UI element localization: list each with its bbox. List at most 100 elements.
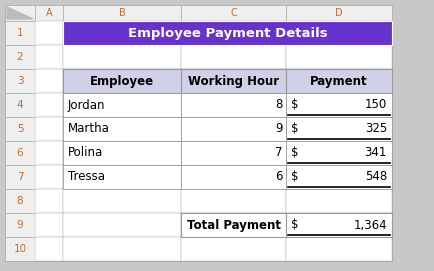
Text: 9: 9 bbox=[276, 122, 283, 136]
Bar bbox=[35, 93, 63, 117]
Text: Martha: Martha bbox=[68, 122, 110, 136]
Text: C: C bbox=[230, 8, 237, 18]
Bar bbox=[35, 69, 63, 93]
Bar bbox=[181, 5, 286, 21]
Bar bbox=[5, 141, 35, 165]
Text: $: $ bbox=[291, 170, 299, 183]
Text: 9: 9 bbox=[16, 220, 23, 230]
Bar bbox=[181, 141, 286, 165]
Bar bbox=[286, 5, 392, 21]
Bar bbox=[286, 141, 392, 165]
Bar bbox=[181, 189, 286, 213]
Bar bbox=[286, 45, 392, 69]
Bar bbox=[63, 141, 181, 165]
Bar bbox=[286, 189, 392, 213]
Text: Payment: Payment bbox=[310, 75, 368, 88]
Text: Jordan: Jordan bbox=[68, 98, 105, 111]
Bar bbox=[5, 213, 35, 237]
Bar bbox=[35, 141, 63, 165]
Bar bbox=[181, 165, 286, 189]
Bar bbox=[5, 69, 35, 93]
Text: Employee: Employee bbox=[90, 75, 154, 88]
Bar bbox=[181, 117, 286, 141]
Bar bbox=[63, 93, 181, 117]
Bar bbox=[286, 117, 392, 141]
Bar bbox=[181, 213, 286, 237]
Bar bbox=[286, 69, 392, 93]
Bar bbox=[63, 117, 181, 141]
Bar bbox=[286, 69, 392, 93]
Bar bbox=[63, 165, 181, 189]
Bar bbox=[63, 21, 181, 45]
Bar bbox=[63, 189, 181, 213]
Text: 10: 10 bbox=[13, 244, 26, 254]
Bar bbox=[63, 213, 181, 237]
Text: 325: 325 bbox=[365, 122, 387, 136]
Text: D: D bbox=[335, 8, 343, 18]
Bar bbox=[181, 93, 286, 117]
Bar bbox=[181, 237, 286, 261]
Text: 8: 8 bbox=[16, 196, 23, 206]
Bar bbox=[63, 141, 181, 165]
Bar bbox=[181, 141, 286, 165]
Bar bbox=[63, 117, 181, 141]
Text: 1,364: 1,364 bbox=[353, 218, 387, 231]
Text: $: $ bbox=[291, 147, 299, 160]
Bar bbox=[63, 237, 181, 261]
Bar bbox=[5, 5, 35, 21]
Bar bbox=[35, 5, 63, 21]
Bar bbox=[63, 93, 181, 117]
Text: 3: 3 bbox=[16, 76, 23, 86]
Text: A: A bbox=[46, 8, 53, 18]
Bar bbox=[181, 69, 286, 93]
Bar bbox=[35, 213, 63, 237]
Text: 1: 1 bbox=[16, 28, 23, 38]
Text: 4: 4 bbox=[16, 100, 23, 110]
Bar bbox=[286, 213, 392, 237]
Bar bbox=[286, 93, 392, 117]
Bar bbox=[63, 5, 181, 21]
Bar bbox=[286, 165, 392, 189]
Bar bbox=[5, 21, 35, 45]
Bar bbox=[63, 21, 392, 45]
Bar bbox=[181, 117, 286, 141]
Bar bbox=[181, 165, 286, 189]
Text: $: $ bbox=[291, 218, 299, 231]
Bar bbox=[286, 93, 392, 117]
Bar bbox=[286, 165, 392, 189]
Bar bbox=[181, 21, 286, 45]
Bar bbox=[63, 69, 181, 93]
Bar bbox=[35, 189, 63, 213]
Bar bbox=[286, 117, 392, 141]
Text: 5: 5 bbox=[16, 124, 23, 134]
Text: 6: 6 bbox=[276, 170, 283, 183]
Text: 548: 548 bbox=[365, 170, 387, 183]
Bar bbox=[181, 93, 286, 117]
Bar bbox=[35, 45, 63, 69]
Bar bbox=[286, 21, 392, 45]
Text: Employee Payment Details: Employee Payment Details bbox=[128, 27, 327, 40]
Text: $: $ bbox=[291, 98, 299, 111]
Text: 7: 7 bbox=[276, 147, 283, 160]
Text: 8: 8 bbox=[276, 98, 283, 111]
Bar bbox=[5, 237, 35, 261]
Bar bbox=[63, 69, 181, 93]
Bar bbox=[5, 5, 392, 261]
Bar bbox=[5, 45, 35, 69]
Bar bbox=[286, 213, 392, 237]
Text: 6: 6 bbox=[16, 148, 23, 158]
Bar bbox=[35, 237, 63, 261]
Bar bbox=[5, 189, 35, 213]
Text: Tressa: Tressa bbox=[68, 170, 105, 183]
Bar bbox=[35, 117, 63, 141]
Bar bbox=[181, 213, 286, 237]
Bar bbox=[5, 93, 35, 117]
Text: 7: 7 bbox=[16, 172, 23, 182]
Bar bbox=[181, 69, 286, 93]
Text: 150: 150 bbox=[365, 98, 387, 111]
Text: 341: 341 bbox=[365, 147, 387, 160]
Text: 2: 2 bbox=[16, 52, 23, 62]
Bar bbox=[35, 165, 63, 189]
Bar bbox=[63, 165, 181, 189]
Polygon shape bbox=[7, 7, 33, 19]
